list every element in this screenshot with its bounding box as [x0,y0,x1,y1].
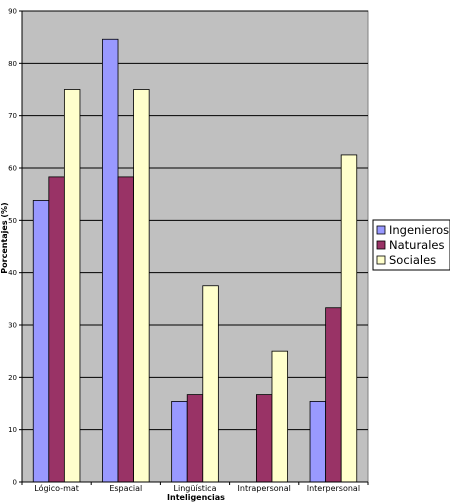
y-tick-label: 40 [8,269,17,277]
bars [32,38,358,483]
y-tick-label: 0 [13,479,17,487]
x-category-label: Lingüística [174,484,217,493]
y-axis-title: Porcentajes (%) [0,202,9,273]
x-category-label: Lógico-mat [34,483,79,493]
y-tick-label: 10 [8,426,17,434]
bar-sociales [340,154,358,483]
y-tick-label: 50 [8,217,17,225]
y-tick-label: 70 [8,112,17,120]
x-axis-title: Inteligencias [167,493,225,502]
bar-ingenieros [171,401,188,483]
bar-ingenieros [309,401,327,483]
bar-ingenieros [102,38,119,483]
x-category-label: Intrapersonal [238,484,291,493]
y-tick-label: 60 [8,165,17,173]
bar-naturales [256,394,273,483]
legend-box [372,219,450,271]
y-tick-label: 80 [8,60,17,68]
bar-sociales [63,89,81,483]
legend-swatch-ingenieros [376,225,386,235]
bar-sociales [202,285,219,483]
y-tick-label: 90 [8,8,17,16]
bar-naturales [117,176,134,483]
bar-naturales [186,394,204,483]
bar-naturales [48,176,65,483]
legend-swatch-sociales [376,255,386,265]
y-tick-label: 20 [8,374,17,382]
y-tick-label: 30 [8,322,17,330]
legend-label-naturales: Naturales [389,238,444,252]
bar-ingenieros [32,200,50,483]
bar-sociales [271,350,288,483]
legend-label-sociales: Sociales [389,253,436,267]
legend-label-ingenieros: Ingenieros [389,223,449,237]
x-axis-categories: Lógico-mat Espacial Lingüística Intraperson… [21,482,369,493]
y-axis-ticks: 0 10 20 30 40 50 60 70 80 90 [8,8,22,487]
legend-swatch-naturales [376,240,386,250]
x-category-label: Espacial [109,484,142,493]
x-category-label: Interpersonal [307,484,360,493]
bar-sociales [133,89,150,483]
bar-naturales [325,307,342,483]
